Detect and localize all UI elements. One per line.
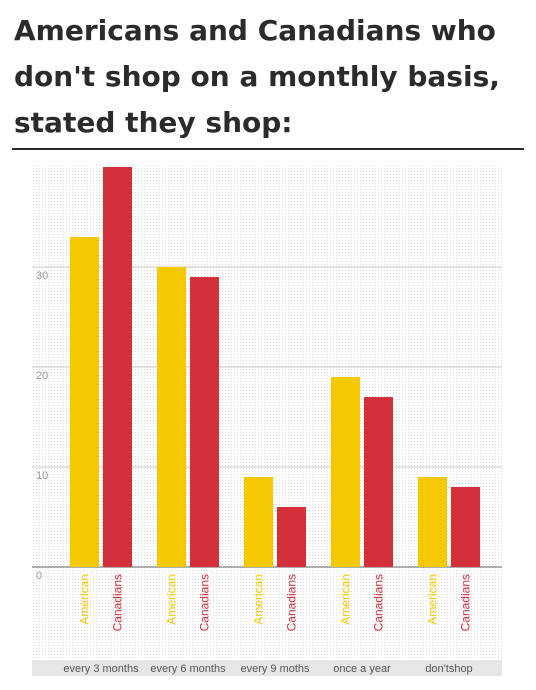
bar-series-label: American — [426, 574, 440, 625]
bar-series-label: American — [78, 574, 92, 625]
bar-american-2 — [244, 477, 273, 567]
bar-series-label: Canadians — [459, 574, 473, 631]
bar-series-label: Canadians — [111, 574, 125, 631]
category-label-strip — [32, 660, 502, 676]
y-tick-label: 10 — [36, 470, 48, 482]
bar-canadians-0 — [103, 167, 132, 567]
bar-canadians-1 — [190, 277, 219, 567]
bar-canadians-2 — [277, 507, 306, 567]
bar-series-label: American — [165, 574, 179, 625]
y-tick-label: 20 — [36, 370, 48, 382]
bar-american-4 — [418, 477, 447, 567]
bar-american-1 — [157, 267, 186, 567]
bar-canadians-4 — [451, 487, 480, 567]
bar-series-label: Canadians — [198, 574, 212, 631]
bar-series-label: Canadians — [285, 574, 299, 631]
bars — [70, 167, 480, 567]
category-label: don'tshop — [425, 663, 472, 675]
category-label: once a year — [333, 663, 391, 675]
bar-american-3 — [331, 377, 360, 567]
category-label: every 9 moths — [240, 663, 310, 675]
bar-canadians-3 — [364, 397, 393, 567]
bar-series-label: Canadians — [372, 574, 386, 631]
bar-series-label: American — [252, 574, 266, 625]
y-tick-label: 30 — [36, 270, 48, 282]
y-tick-label: 0 — [36, 570, 42, 582]
labels: American Canadians every 3 months American C… — [63, 574, 472, 675]
bar-series-label: American — [339, 574, 353, 625]
title-underline — [12, 148, 524, 150]
bar-american-0 — [70, 237, 99, 567]
category-label: every 3 months — [63, 663, 139, 675]
category-label: every 6 months — [150, 663, 226, 675]
chart-title: Americans and Canadians who don't shop o… — [14, 14, 500, 139]
